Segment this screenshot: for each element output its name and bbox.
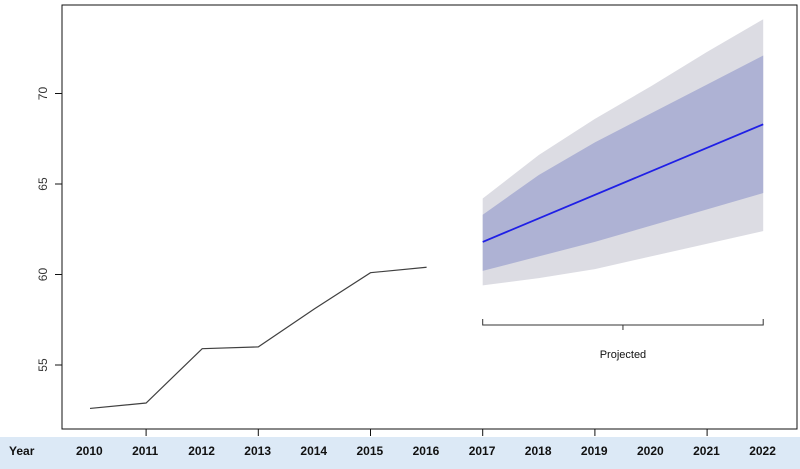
series-lines (89, 123, 764, 410)
y-tick-label: 55 (36, 358, 50, 372)
year-cell: 2017 (468, 444, 496, 458)
year-cell: 2022 (749, 444, 776, 458)
projected-line (482, 123, 764, 243)
year-cell: 2013 (244, 444, 271, 458)
year-cell: 2014 (300, 444, 328, 458)
year-cell: 2021 (693, 444, 720, 458)
year-row-header: Year (9, 444, 35, 458)
year-cell: 2010 (76, 444, 103, 458)
year-cell: 2012 (188, 444, 215, 458)
year-cell: 2018 (524, 444, 552, 458)
year-cell: 2011 (132, 444, 159, 458)
projected-bracket (482, 319, 764, 330)
year-cell: 2015 (356, 444, 384, 458)
y-tick-label: 65 (36, 177, 50, 191)
projected-label: Projected (600, 349, 646, 361)
forecast-bands (482, 19, 764, 286)
year-cell: 2016 (412, 444, 440, 458)
y-tick-label: 60 (36, 268, 50, 282)
y-axis: 55 60 65 70 (36, 87, 63, 372)
year-cell: 2020 (637, 444, 664, 458)
inner-interval-band (482, 55, 764, 271)
x-axis-ticks (145, 429, 708, 436)
year-cell: 2019 (580, 444, 608, 458)
bracket-line (482, 319, 764, 326)
historical-line (89, 266, 427, 410)
y-tick-label: 70 (36, 87, 50, 101)
year-row: Year 2010 2011 2012 2013 2014 2015 2016 2017 201… (0, 437, 800, 469)
chart: 55 60 65 70 Projected (36, 4, 798, 436)
